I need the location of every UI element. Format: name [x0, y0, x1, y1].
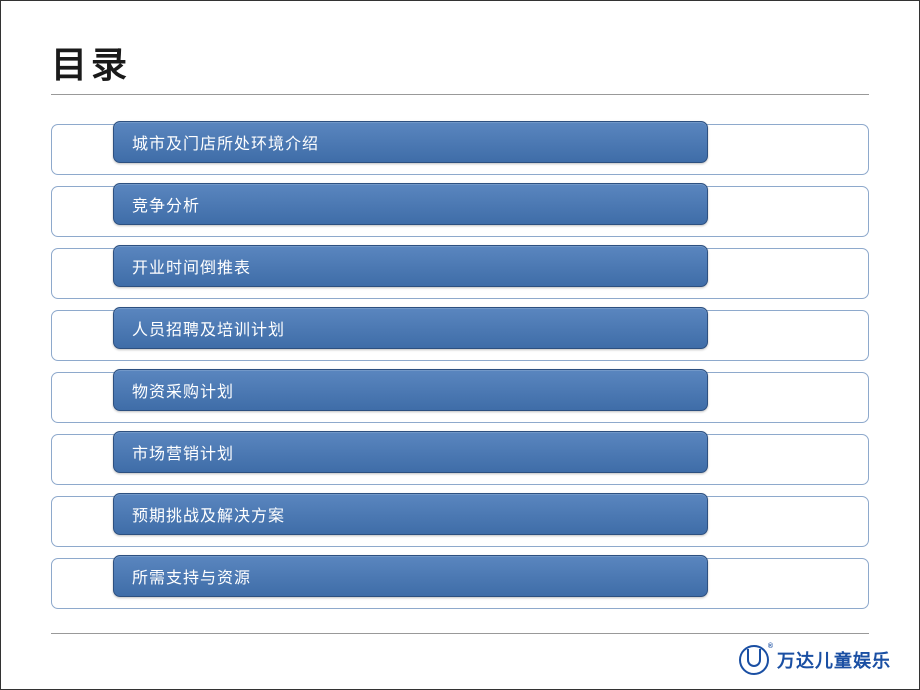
toc-item[interactable]: 城市及门店所处环境介绍 [113, 121, 708, 163]
footer-brand: ® 万达儿童娱乐 [739, 645, 891, 675]
toc-row: 开业时间倒推表 [51, 247, 869, 307]
toc-item-label: 物资采购计划 [132, 378, 234, 402]
toc-item[interactable]: 开业时间倒推表 [113, 245, 708, 287]
toc-item[interactable]: 人员招聘及培训计划 [113, 307, 708, 349]
toc-row: 所需支持与资源 [51, 557, 869, 617]
toc-row: 物资采购计划 [51, 371, 869, 431]
toc-row: 市场营销计划 [51, 433, 869, 493]
toc-item-label: 市场营销计划 [132, 440, 234, 464]
toc-row: 人员招聘及培训计划 [51, 309, 869, 369]
brand-text: 万达儿童娱乐 [777, 647, 891, 673]
toc-item[interactable]: 市场营销计划 [113, 431, 708, 473]
page-title: 目录 [51, 36, 869, 88]
toc-row: 预期挑战及解决方案 [51, 495, 869, 555]
title-underline [51, 94, 869, 95]
toc-item-label: 城市及门店所处环境介绍 [132, 130, 319, 154]
toc-row: 竞争分析 [51, 185, 869, 245]
toc-item-label: 预期挑战及解决方案 [132, 502, 285, 526]
toc-item[interactable]: 所需支持与资源 [113, 555, 708, 597]
toc-list: 城市及门店所处环境介绍竞争分析开业时间倒推表人员招聘及培训计划物资采购计划市场营… [51, 123, 869, 617]
footer-rule [51, 633, 869, 634]
toc-item[interactable]: 预期挑战及解决方案 [113, 493, 708, 535]
brand-logo-icon: ® [739, 645, 769, 675]
toc-item-label: 开业时间倒推表 [132, 254, 251, 278]
toc-item-label: 人员招聘及培训计划 [132, 316, 285, 340]
toc-item-label: 所需支持与资源 [132, 564, 251, 588]
toc-item[interactable]: 物资采购计划 [113, 369, 708, 411]
toc-item[interactable]: 竞争分析 [113, 183, 708, 225]
toc-row: 城市及门店所处环境介绍 [51, 123, 869, 183]
title-block: 目录 [51, 36, 869, 95]
toc-item-label: 竞争分析 [132, 192, 200, 216]
